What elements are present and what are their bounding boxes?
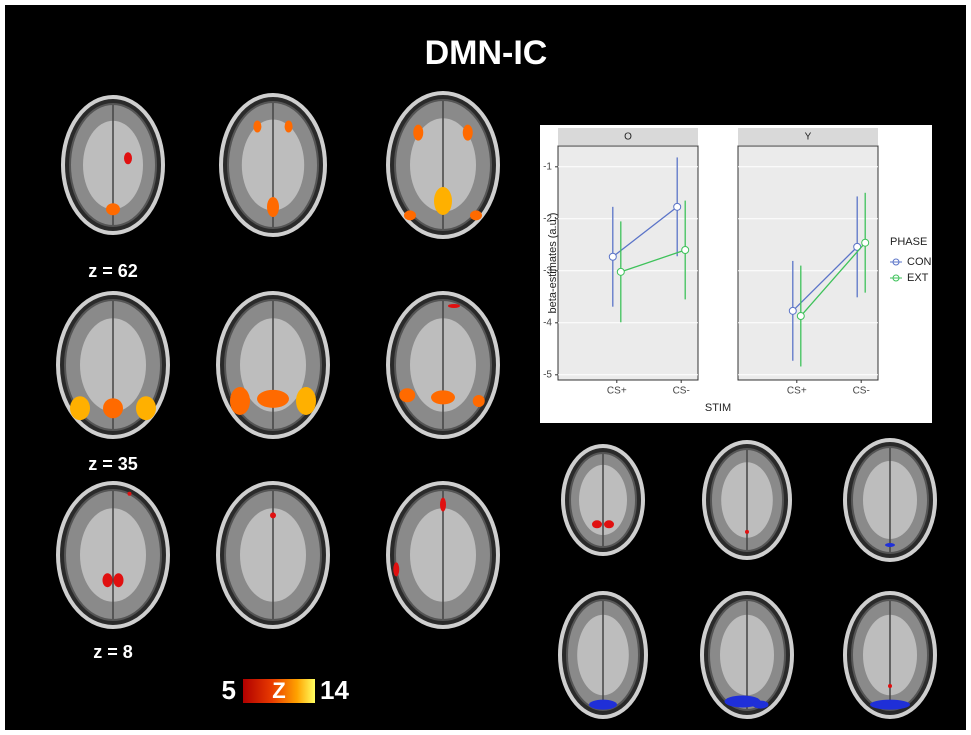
activation xyxy=(103,398,123,418)
activation xyxy=(470,210,482,220)
point xyxy=(674,203,681,210)
z-label: z = 35 xyxy=(88,454,138,474)
legend-label: EXT xyxy=(907,272,929,284)
activation xyxy=(473,395,485,407)
y-axis-label: beta-estimates (a.u.) xyxy=(547,213,559,314)
activation xyxy=(888,684,892,688)
colorbar-min: 5 xyxy=(222,675,236,705)
activation xyxy=(106,203,120,215)
legend-label: CON xyxy=(907,256,932,268)
activation xyxy=(431,390,455,404)
point xyxy=(789,307,796,314)
activation xyxy=(463,125,473,141)
point xyxy=(797,313,804,320)
activation xyxy=(404,210,416,220)
y-tick-label: -4 xyxy=(543,317,552,328)
point xyxy=(617,268,624,275)
activation xyxy=(270,512,276,518)
figure: DMN-IC 5 Z 14 z = 62z = 35z = 8O-5-4-3-2… xyxy=(0,0,971,735)
activation xyxy=(413,125,423,141)
activation xyxy=(267,197,279,217)
activation xyxy=(257,390,289,408)
x-tick-label: CS+ xyxy=(607,386,627,397)
activation xyxy=(285,121,293,133)
point xyxy=(682,247,689,254)
colorbar-label: Z xyxy=(272,678,285,703)
activation xyxy=(296,387,316,415)
y-tick-label: -5 xyxy=(543,369,552,380)
activation xyxy=(253,121,261,133)
activation xyxy=(434,187,452,215)
facet-label: Y xyxy=(805,132,812,143)
z-label: z = 62 xyxy=(88,261,138,281)
activation xyxy=(70,396,90,420)
activation xyxy=(870,700,910,710)
activation xyxy=(592,520,602,528)
y-tick-label: -1 xyxy=(543,161,552,172)
x-axis-label: STIM xyxy=(705,402,731,414)
figure-title: DMN-IC xyxy=(425,34,548,72)
point xyxy=(862,239,869,246)
x-tick-label: CS- xyxy=(853,386,870,397)
point xyxy=(609,253,616,260)
activation xyxy=(589,700,617,710)
x-tick-label: CS- xyxy=(673,386,690,397)
activation xyxy=(448,304,460,308)
activation xyxy=(136,396,156,420)
activation xyxy=(753,701,769,709)
z-label: z = 8 xyxy=(93,642,133,662)
x-tick-label: CS+ xyxy=(787,386,807,397)
activation xyxy=(399,388,415,402)
activation xyxy=(124,152,132,164)
activation xyxy=(604,520,614,528)
activation xyxy=(440,498,446,512)
colorbar-max: 14 xyxy=(320,675,349,705)
facet-label: O xyxy=(624,132,632,143)
activation xyxy=(745,530,749,534)
activation xyxy=(128,492,132,496)
activation xyxy=(114,573,124,587)
activation xyxy=(885,543,895,547)
activation xyxy=(230,387,250,415)
activation xyxy=(393,562,399,576)
legend-title: PHASE xyxy=(890,236,927,248)
activation xyxy=(103,573,113,587)
